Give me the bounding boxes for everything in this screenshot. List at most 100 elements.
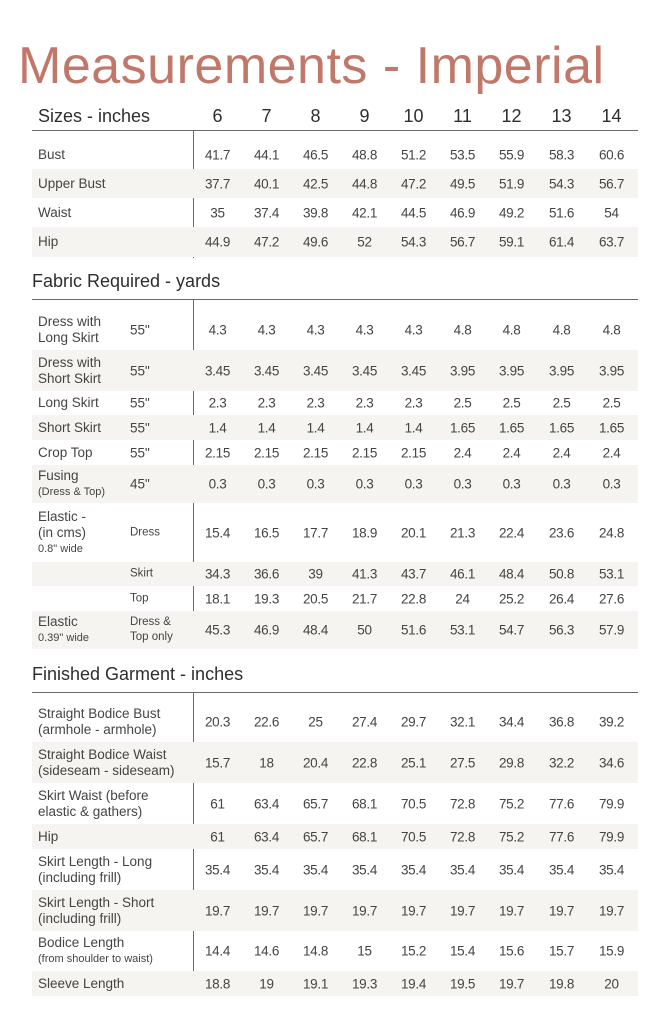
table-cell: 1.4 <box>355 420 374 435</box>
row-label-line: Bust <box>38 146 66 162</box>
row-label: Bodice Length (from shoulder to waist) <box>38 935 153 967</box>
row-label: Bust <box>38 147 65 163</box>
table-cell: 40.1 <box>253 176 280 191</box>
table-cell: 42.1 <box>351 205 378 220</box>
table-row: Skirt Waist (before elastic & gathers) 61 6… <box>32 783 638 824</box>
table-cell: 15.7 <box>548 943 575 959</box>
table-cell: 19.7 <box>302 903 329 918</box>
table-cell: 0.3 <box>208 476 227 492</box>
row-label-line: Sleeve Length <box>38 975 125 991</box>
row-label: Dress with Short Skirt <box>38 355 101 387</box>
table-cell: 0.3 <box>355 476 374 492</box>
table-cell: 50.8 <box>548 566 575 582</box>
fabric-width: Dress <box>130 525 160 540</box>
table-cell: 2.15 <box>351 445 378 460</box>
table-cell: 35.4 <box>498 862 525 877</box>
table-cell: 1.4 <box>306 420 325 435</box>
table-cell: 54 <box>604 205 619 220</box>
table-cell: 3.95 <box>548 363 575 378</box>
table-cell: 21.3 <box>449 525 476 540</box>
table-cell: 0.3 <box>404 476 423 492</box>
row-label-line: Hip <box>38 828 59 844</box>
table-cell: 1.65 <box>548 420 575 435</box>
row-label: Hip <box>38 829 58 845</box>
fabric-width-text: Dress & <box>130 616 171 628</box>
table-cell: 0.3 <box>257 476 276 492</box>
table-cell: 3.45 <box>302 363 329 378</box>
table-cell: 2.4 <box>502 445 521 460</box>
table-cell: 56.7 <box>449 234 476 250</box>
table-cell: 54.7 <box>498 622 525 638</box>
table-cell: 18.9 <box>351 525 378 540</box>
table-cell: 19.8 <box>548 976 575 991</box>
table-cell: 35.4 <box>598 862 625 877</box>
table-row: Waist 35 37.4 39.8 42.1 44.5 46.9 49.2 51.6 54 <box>32 198 638 227</box>
table-cell: 4.8 <box>552 322 571 337</box>
row-label-note: (from shoulder to waist) <box>38 953 153 965</box>
table-cell: 1.4 <box>404 420 423 435</box>
table-cell: 15.6 <box>498 943 525 959</box>
table-cell: 3.45 <box>253 363 280 378</box>
table-cell: 2.15 <box>302 445 329 460</box>
size-6: 6 <box>212 106 223 126</box>
table-row: Elastic 0.39" wide Dress & Top only 45.3 46.9… <box>32 611 638 649</box>
row-label-line: Bodice Length <box>38 935 125 950</box>
table-cell: 79.9 <box>598 796 625 811</box>
row-label-line: Waist <box>38 204 72 220</box>
table-cell: 0.3 <box>306 476 325 492</box>
table-cell: 56.7 <box>598 176 625 191</box>
table-cell: 2.3 <box>355 395 374 411</box>
table-cell: 51.9 <box>498 176 525 191</box>
table-cell: 2.15 <box>204 445 231 460</box>
fabric-width-text: 55" <box>130 363 150 378</box>
table-cell: 46.9 <box>253 622 280 638</box>
table-cell: 19.1 <box>302 976 329 991</box>
row-label-line: Crop Top <box>38 444 93 460</box>
table-cell: 46.9 <box>449 205 476 220</box>
table-cell: 1.65 <box>598 420 625 435</box>
table-cell: 19.7 <box>598 903 625 918</box>
table-cell: 35.4 <box>449 862 476 877</box>
table-row: Top 18.1 19.3 20.5 21.7 22.8 24 25.2 26.4 27.6 <box>32 586 638 611</box>
table-cell: 20.5 <box>302 591 329 606</box>
row-label-line: Skirt Length - Long <box>38 853 153 869</box>
row-label-line: Upper Bust <box>38 175 106 191</box>
fabric-width-text: Top only <box>130 631 173 643</box>
table-cell: 45.3 <box>204 622 231 638</box>
table-cell: 4.3 <box>355 322 374 337</box>
table-cell: 15.2 <box>400 943 427 959</box>
table-row: Straight Bodice Bust (armhole - armhole) 2… <box>32 701 638 742</box>
table-cell: 53.1 <box>598 566 625 582</box>
table-cell: 50 <box>357 622 372 638</box>
table-cell: 54.3 <box>548 176 575 191</box>
table-cell: 2.3 <box>257 395 276 411</box>
fabric-section-title: Fabric Required - yards <box>32 271 221 291</box>
table-cell: 1.4 <box>208 420 227 435</box>
table-cell: 2.5 <box>602 395 621 411</box>
row-label: Skirt Waist (before elastic & gathers) <box>38 788 149 820</box>
table-cell: 2.3 <box>306 395 325 411</box>
table-cell: 19.7 <box>498 976 525 991</box>
table-cell: 15 <box>357 943 372 959</box>
row-label: Dress with Long Skirt <box>38 314 101 346</box>
table-cell: 15.7 <box>204 755 231 770</box>
table-cell: 18.8 <box>204 976 231 991</box>
table-cell: 19.7 <box>449 903 476 918</box>
fabric-width-text: 55" <box>130 395 150 411</box>
table-cell: 56.3 <box>548 622 575 638</box>
table-cell: 72.8 <box>449 829 476 844</box>
table-cell: 77.6 <box>548 796 575 811</box>
table-cell: 16.5 <box>253 525 280 540</box>
row-label-line: Dress with <box>38 354 102 370</box>
table-cell: 20 <box>604 976 619 991</box>
table-row: Bodice Length (from shoulder to waist) 14.… <box>32 931 638 971</box>
table-cell: 41.3 <box>351 566 378 582</box>
table-cell: 19.7 <box>400 903 427 918</box>
table-cell: 24 <box>455 591 470 606</box>
table-cell: 0.3 <box>552 476 571 492</box>
table-cell: 35 <box>210 205 225 220</box>
fabric-width: 55" <box>130 420 150 435</box>
finished-section-title: Finished Garment - inches <box>32 664 244 684</box>
row-label-line: Short Skirt <box>38 370 102 386</box>
row-label-line: Elastic - <box>38 508 87 524</box>
